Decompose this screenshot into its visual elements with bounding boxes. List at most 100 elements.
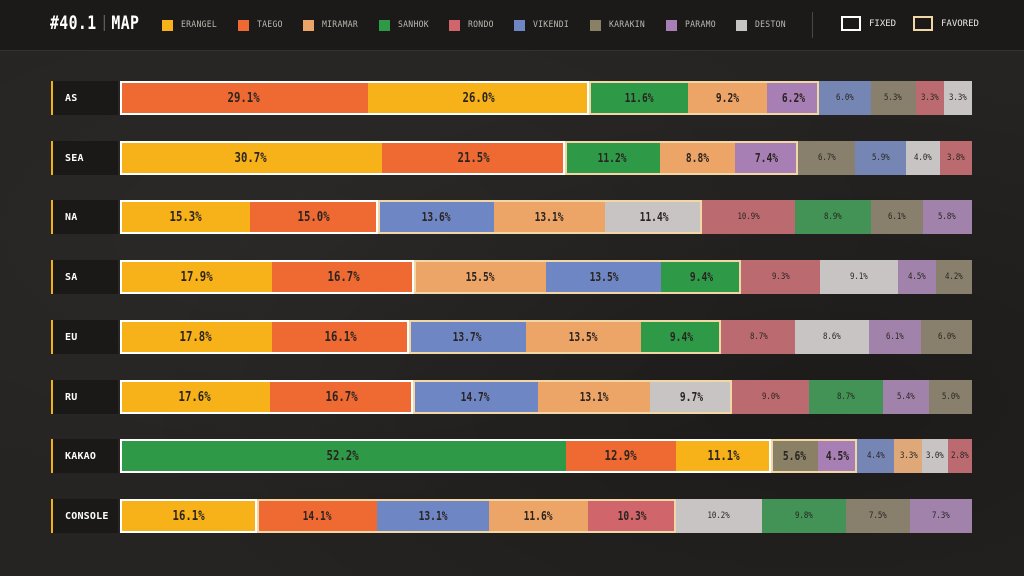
bar-row-sa: 17.9% 16.7% 15.5% 13.5% 9.4% 9.3% 9.1% 4.5% 4.2%: [120, 260, 972, 294]
segment-value-label: 15.0%: [298, 209, 331, 225]
segment-value-label: 13.7%: [453, 330, 482, 344]
segment-value-label: 10.3%: [617, 509, 647, 523]
title-number: #40.1: [50, 12, 97, 34]
bar-segment-deston: 11.4%: [605, 200, 703, 234]
segment-value-label: 29.1%: [227, 90, 261, 106]
bar-segment-rondo: 10.3%: [587, 499, 676, 533]
segment-value-label: 3.3%: [949, 93, 967, 103]
bar-segment-rondo: 3.3%: [915, 81, 944, 115]
segment-value-label: 30.7%: [234, 150, 267, 166]
segment-value-label: 3.3%: [920, 93, 939, 103]
bar-segment-paramo: 6.2%: [766, 81, 820, 115]
segment-value-label: 11.6%: [523, 509, 553, 523]
segment-value-label: 21.5%: [457, 150, 490, 166]
segment-value-label: 6.2%: [781, 91, 805, 105]
segment-value-label: 11.4%: [639, 210, 669, 224]
key-favored-swatch: [913, 16, 933, 31]
segment-value-label: 12.9%: [604, 448, 637, 464]
segment-value-label: 8.7%: [749, 332, 768, 342]
bar-segment-sanhok: 9.8%: [762, 499, 846, 533]
region-label-ru: RU: [51, 380, 118, 414]
region-label-sa: SA: [51, 260, 118, 294]
segment-value-label: 26.0%: [462, 90, 495, 106]
bar-segment-erangel: 11.1%: [675, 439, 771, 473]
segment-value-label: 13.1%: [418, 509, 448, 523]
legend-label: ERANGEL: [181, 20, 218, 30]
segment-value-label: 8.9%: [823, 212, 842, 222]
bar-row-sea: 30.7% 21.5% 11.2% 8.8% 7.4% 6.7% 5.9% 4.0% 3.8%: [120, 141, 972, 175]
region-label-na: NA: [51, 200, 118, 234]
segment-value-label: 17.9%: [180, 269, 213, 285]
bar-row-ru: 17.6% 16.7% 14.7% 13.1% 9.7% 9.0% 8.7% 5.4% 5.0%: [120, 380, 972, 414]
segment-value-label: 7.4%: [755, 151, 779, 165]
bar-segment-erangel: 15.3%: [120, 200, 251, 234]
segment-value-label: 17.8%: [179, 329, 212, 345]
segment-value-label: 17.6%: [178, 389, 212, 405]
legend-swatch: [735, 19, 747, 31]
header-divider: [812, 12, 813, 38]
bar-segment-miramar: 11.6%: [488, 499, 588, 533]
segment-value-label: 8.7%: [837, 392, 856, 402]
bar-segment-vikendi: 14.7%: [412, 380, 538, 414]
segment-value-label: 13.6%: [421, 210, 451, 224]
bar-segment-erangel: 26.0%: [367, 81, 590, 115]
segment-value-label: 9.4%: [689, 270, 713, 284]
legend-swatch: [162, 19, 173, 31]
bar-segment-rondo: 2.8%: [948, 439, 972, 473]
region-label-console: CONSOLE: [51, 499, 118, 533]
segment-value-label: 3.3%: [899, 451, 918, 461]
bar-segment-deston: 8.6%: [795, 320, 869, 354]
segment-value-label: 7.5%: [868, 511, 887, 521]
bar-segment-miramar: 8.8%: [660, 141, 736, 175]
bar-segment-deston: 10.2%: [675, 499, 763, 533]
legend-label: SANHOK: [397, 20, 429, 30]
segment-value-label: 16.7%: [325, 389, 358, 405]
segment-value-label: 9.3%: [772, 272, 790, 282]
bar-row-eu: 17.8% 16.1% 13.7% 13.5% 9.4% 8.7% 8.6% 6.1% 6.0%: [120, 320, 972, 354]
bar-segment-vikendi: 13.7%: [409, 320, 526, 354]
bar-segment-paramo: 6.1%: [868, 320, 921, 354]
segment-value-label: 13.1%: [534, 210, 564, 224]
segment-value-label: 16.1%: [324, 329, 357, 345]
bar-segment-paramo: 5.8%: [922, 200, 972, 234]
segment-value-label: 3.0%: [926, 451, 945, 461]
bar-segment-vikendi: 13.6%: [377, 200, 494, 234]
segment-value-label: 3.8%: [946, 153, 965, 163]
legend-label: MIRAMAR: [321, 20, 358, 30]
bar-segment-karakin: 5.0%: [929, 380, 972, 414]
legend-label: DESTON: [754, 20, 786, 30]
bar-segment-sanhok: 8.9%: [794, 200, 871, 234]
bar-segment-miramar: 15.5%: [414, 260, 547, 294]
region-label-eu: EU: [51, 320, 118, 354]
legend-item-karakin: KARAKIN: [589, 19, 649, 31]
segment-value-label: 2.8%: [951, 451, 969, 461]
segment-value-label: 8.6%: [823, 332, 842, 342]
legend-label: KARAKIN: [608, 20, 645, 30]
bar-segment-karakin: 4.2%: [936, 260, 972, 294]
segment-value-label: 52.2%: [326, 448, 359, 464]
key-fixed-label: FIXED: [869, 18, 897, 29]
bar-segment-erangel: 17.9%: [120, 260, 273, 294]
segment-value-label: 9.7%: [679, 390, 703, 404]
legend-swatch: [302, 19, 314, 31]
key-favored: FAVORED: [913, 16, 979, 31]
segment-value-label: 6.1%: [887, 212, 906, 222]
bar-segment-deston: 4.0%: [905, 141, 940, 175]
segment-value-label: 15.5%: [465, 270, 495, 284]
bar-segment-vikendi: 13.5%: [546, 260, 662, 294]
bar-segment-deston: 9.1%: [820, 260, 898, 294]
segment-value-label: 4.2%: [945, 272, 964, 282]
segment-value-label: 9.4%: [669, 330, 693, 344]
bar-segment-paramo: 7.3%: [909, 499, 972, 533]
segment-value-label: 6.7%: [817, 153, 836, 163]
segment-value-label: 14.7%: [460, 390, 490, 404]
legend-item-paramo: PARAMO: [665, 19, 719, 31]
legend-swatch: [589, 19, 601, 31]
title-separator: [103, 15, 105, 31]
bar-segment-karakin: 6.7%: [798, 141, 856, 175]
segment-value-label: 11.1%: [707, 448, 740, 464]
bar-segment-taego: 16.7%: [270, 380, 413, 414]
bar-segment-miramar: 9.2%: [688, 81, 767, 115]
legend-label: TAEGO: [257, 20, 283, 30]
bar-segment-taego: 14.1%: [257, 499, 378, 533]
